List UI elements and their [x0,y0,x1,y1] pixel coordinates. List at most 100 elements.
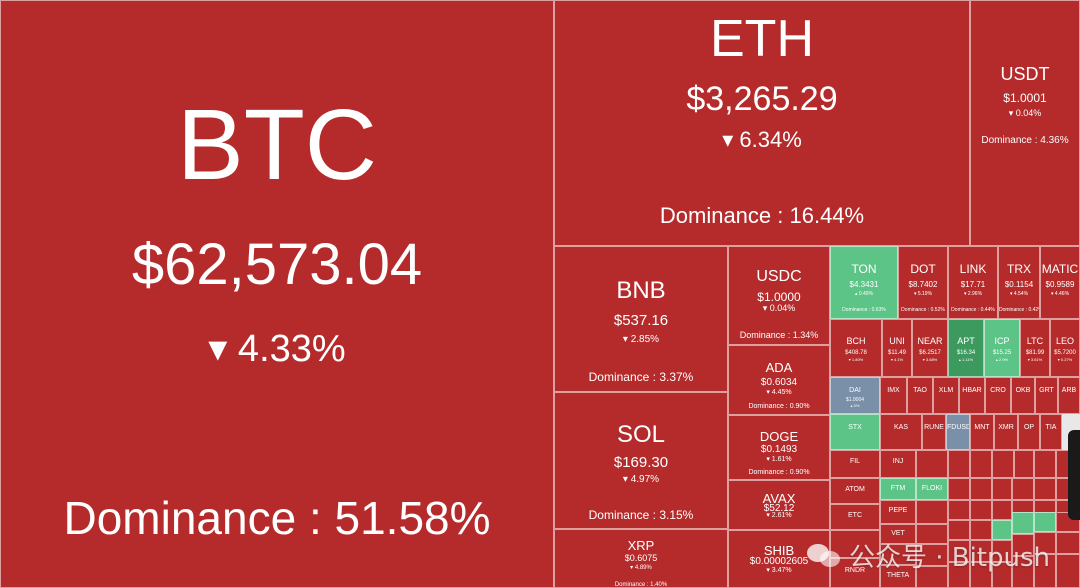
heatmap-filler-tile[interactable] [1034,512,1056,532]
heatmap-filler-tile[interactable] [970,478,992,500]
heatmap-tile-near[interactable]: NEAR $6.2517 ▾ 3.68% [912,319,948,377]
heatmap-filler-tile[interactable] [880,544,916,565]
heatmap-filler-tile[interactable] [970,540,992,562]
heatmap-tile-tia[interactable]: TIA [1040,414,1062,450]
heatmap-tile-tao[interactable]: TAO [907,377,933,414]
heatmap-filler-tile[interactable] [948,450,970,478]
heatmap-tile-hbar[interactable]: HBAR [959,377,985,414]
heatmap-tile-mnt[interactable]: MNT [970,414,994,450]
heatmap-filler-tile[interactable] [1034,532,1056,554]
heatmap-filler-tile[interactable] [948,500,970,520]
tile-symbol: FLOKI [921,485,943,492]
tile-symbol: TRX [1007,262,1031,276]
heatmap-tile-fil[interactable]: FIL [830,450,880,478]
heatmap-tile-eth[interactable]: ETH $3,265.29 ▾ 6.34% Dominance : 16.44% [554,0,970,246]
heatmap-tile-inj[interactable]: INJ [880,450,916,478]
tile-price: $3,265.29 [686,80,838,118]
heatmap-tile-matic[interactable]: MATIC $0.9589 ▾ 4.46% [1040,246,1080,319]
heatmap-filler-tile[interactable] [1034,478,1056,500]
heatmap-tile-ton[interactable]: TON $4.3431 ▴ 0.49% Dominance : 0.63% [830,246,898,319]
tile-price: $537.16 [613,312,669,329]
heatmap-tile-xlm[interactable]: XLM [933,377,959,414]
heatmap-tile-doge[interactable]: DOGE $0.1493 ▾ 1.61% Dominance : 0.90% [728,415,830,480]
heatmap-tile-avax[interactable]: AVAX $52.12 ▾ 2.61% [728,480,830,530]
heatmap-filler-tile[interactable] [992,478,1012,500]
heatmap-tile-dot[interactable]: DOT $8.7402 ▾ 5.19% Dominance : 0.52% [898,246,948,319]
heatmap-tile-sol[interactable]: SOL $169.30 ▾ 4.97% Dominance : 3.15% [554,392,728,529]
heatmap-filler-tile[interactable] [830,530,880,558]
tile-change: ▾ 2.61% [766,512,792,519]
tile-dominance: Dominance : 0.90% [748,403,810,410]
heatmap-tile-trx[interactable]: TRX $0.1154 ▾ 4.54% Dominance : 0.42% [998,246,1040,319]
heatmap-filler-tile[interactable] [1012,534,1034,556]
heatmap-filler-tile[interactable] [1056,532,1080,554]
tile-change: ▾ 0.04% [1008,108,1042,118]
heatmap-filler-tile[interactable] [992,450,1014,478]
heatmap-filler-tile[interactable] [992,540,1012,562]
heatmap-tile-bnb[interactable]: BNB $537.16 ▾ 2.85% Dominance : 3.37% [554,246,728,392]
heatmap-tile-vet[interactable]: VET [880,524,916,544]
heatmap-filler-tile[interactable] [992,500,1012,520]
tile-price: $0.1493 [760,444,798,455]
heatmap-tile-ada[interactable]: ADA $0.6034 ▾ 4.45% Dominance : 0.90% [728,345,830,415]
heatmap-filler-tile[interactable] [970,450,992,478]
heatmap-tile-arb[interactable]: ARB [1058,377,1080,414]
heatmap-filler-tile[interactable] [916,524,948,544]
heatmap-filler-tile[interactable] [970,500,992,520]
scroll-handle[interactable] [1068,430,1080,520]
heatmap-tile-link[interactable]: LINK $17.71 ▾ 2.96% Dominance : 0.44% [948,246,998,319]
tile-symbol: ATOM [845,486,865,493]
tile-symbol: BTC [177,89,377,201]
heatmap-filler-tile[interactable] [916,450,948,478]
heatmap-tile-pepe[interactable]: PEPE [880,500,916,524]
heatmap-filler-tile[interactable] [916,500,948,524]
heatmap-tile-uni[interactable]: UNI $11.49 ▾ 4.1% [882,319,912,377]
wechat-icon [806,542,841,570]
heatmap-tile-op[interactable]: OP [1018,414,1040,450]
tile-price: $81.99 [1025,350,1045,356]
heatmap-tile-atom[interactable]: ATOM [830,478,880,504]
heatmap-tile-grt[interactable]: GRT [1035,377,1058,414]
heatmap-tile-fdusd[interactable]: FDUSD [946,414,970,450]
heatmap-filler-tile[interactable] [948,520,970,540]
heatmap-tile-bch[interactable]: BCH $408.78 ▾ 1.80% [830,319,882,377]
tile-symbol: DOGE [759,429,799,444]
tile-price: $0.9589 [1045,280,1075,289]
tile-symbol: XLM [938,387,954,394]
heatmap-tile-apt[interactable]: APT $16.34 ▴ 1.11% [948,319,984,377]
heatmap-tile-imx[interactable]: IMX [880,377,907,414]
heatmap-tile-stx[interactable]: STX [830,414,880,450]
tile-change: ▴ 0% [850,403,860,408]
heatmap-tile-usdc[interactable]: USDC $1.0000 ▾ 0.04% Dominance : 1.34% [728,246,830,345]
heatmap-filler-tile[interactable] [1012,478,1034,500]
tile-symbol: RNDR [844,567,866,574]
heatmap-filler-tile[interactable] [1014,450,1034,478]
heatmap-tile-btc[interactable]: BTC $62,573.04 ▾ 4.33% Dominance : 51.58% [0,0,554,588]
heatmap-tile-cro[interactable]: CRO [985,377,1011,414]
heatmap-tile-xmr[interactable]: XMR [994,414,1018,450]
heatmap-tile-floki[interactable]: FLOKI [916,478,948,500]
heatmap-tile-usdt[interactable]: USDT $1.0001 ▾ 0.04% Dominance : 4.36% [970,0,1080,246]
heatmap-tile-leo[interactable]: LEO $5.7200 ▾ 0.27% [1050,319,1080,377]
heatmap-tile-rune[interactable]: RUNE [922,414,946,450]
heatmap-filler-tile[interactable] [1034,450,1056,478]
heatmap-filler-tile[interactable] [970,520,992,540]
tile-symbol: BCH [846,336,866,346]
heatmap-tile-okb[interactable]: OKB [1011,377,1035,414]
tile-change: ▾ 4.33% [208,328,346,370]
heatmap-tile-ltc[interactable]: LTC $81.99 ▾ 3.61% [1020,319,1050,377]
tile-price: $0.6075 [624,553,658,563]
heatmap-filler-tile[interactable] [1012,512,1034,534]
heatmap-filler-tile[interactable] [948,540,970,562]
heatmap-filler-tile[interactable] [948,478,970,500]
heatmap-tile-kas[interactable]: KAS [880,414,922,450]
tile-symbol: HBAR [962,387,982,394]
heatmap-filler-tile[interactable] [916,544,948,566]
heatmap-tile-dai[interactable]: DAI $1.0004 ▴ 0% [830,377,880,414]
heatmap-filler-tile[interactable] [992,520,1012,540]
heatmap-filler-tile[interactable] [1056,554,1080,588]
heatmap-tile-ftm[interactable]: FTM [880,478,916,500]
heatmap-tile-xrp[interactable]: XRP $0.6075 ▾ 4.89% Dominance : 1.40% [554,529,728,588]
heatmap-tile-icp[interactable]: ICP $15.25 ▴ 2.9% [984,319,1020,377]
heatmap-tile-etc[interactable]: ETC [830,504,880,530]
